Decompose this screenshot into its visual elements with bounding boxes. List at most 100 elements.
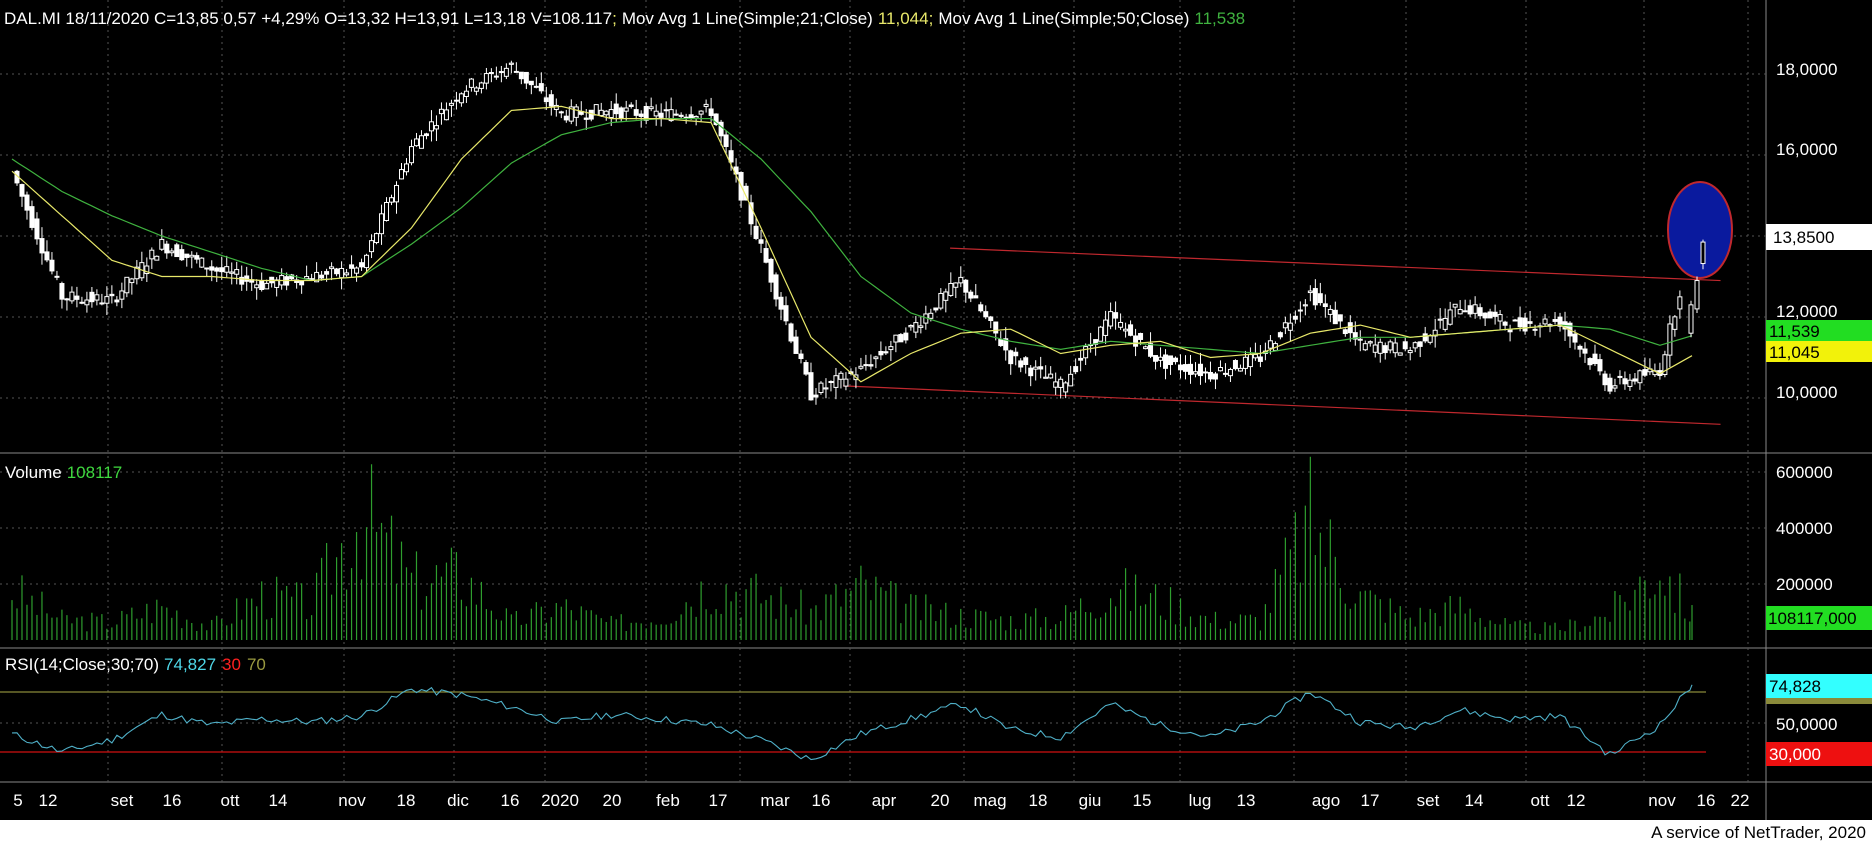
candle-body (44, 251, 50, 261)
candle-body (1192, 371, 1198, 375)
candle-body (369, 240, 375, 253)
candle-body (1482, 312, 1488, 319)
candle-body (289, 274, 295, 280)
candle-body (433, 125, 439, 130)
candle-body (1632, 378, 1638, 382)
candle-body (1342, 329, 1348, 335)
candle-body (119, 290, 125, 300)
candle-body (1242, 356, 1248, 369)
candle-body (1552, 319, 1558, 322)
candle-body (748, 202, 754, 225)
candle-body (813, 394, 819, 398)
time-axis-label: dic (447, 791, 469, 810)
candle-body (638, 113, 644, 117)
candle-body (828, 381, 834, 384)
candle-body (1477, 307, 1483, 317)
candle-body (558, 111, 564, 114)
candle-body (399, 169, 405, 180)
candle-body (1592, 353, 1598, 365)
candle-body (1437, 318, 1443, 321)
candle-body (838, 372, 844, 380)
volume-value: 108117 (67, 463, 122, 482)
candle-body (713, 113, 719, 125)
candle-body (1688, 304, 1694, 334)
candle-body (943, 291, 949, 301)
candle-body (1252, 353, 1258, 359)
candle-body (339, 267, 345, 279)
candle-body (239, 276, 245, 285)
candle-body (89, 291, 95, 303)
candle-body (1442, 317, 1448, 330)
candle-body (1532, 328, 1538, 331)
candle-body (1227, 368, 1233, 377)
time-axis-label: 14 (269, 791, 288, 810)
candle-body (154, 255, 160, 261)
candle-body (1317, 293, 1323, 304)
price-tick-16: 16,0000 (1776, 140, 1837, 159)
candle-body (244, 275, 250, 282)
candle-body (64, 298, 70, 301)
time-axis-label: mag (973, 791, 1006, 810)
candle-body (144, 265, 150, 275)
candle-body (1083, 346, 1089, 359)
candle-body (1597, 359, 1603, 372)
candle-body (1197, 363, 1203, 377)
candle-body (788, 323, 794, 342)
candle-body (104, 296, 110, 304)
ticker-summary: DAL.MI 18/11/2020 C=13,85 0,57 +4,29% O=… (4, 9, 612, 28)
volume-last-tag-text: 108117,000 (1768, 609, 1857, 628)
candle-body (568, 106, 574, 122)
candle-body (658, 112, 664, 118)
candle-body (1522, 317, 1528, 332)
candle-body (888, 346, 894, 351)
ma50-value: 11,538 (1194, 9, 1245, 28)
candle-body (124, 276, 130, 294)
candle-body (758, 239, 764, 244)
candle-body (1407, 350, 1413, 354)
candle-body (1028, 367, 1034, 377)
candle-body (1382, 345, 1388, 354)
candle-body (374, 233, 380, 244)
candle-body (394, 184, 400, 203)
candle-body (693, 115, 699, 119)
candle-body (963, 279, 969, 293)
candle-body (1212, 373, 1218, 380)
candle-body (234, 269, 240, 275)
candle-body (79, 301, 85, 304)
candle-body (334, 268, 340, 275)
candle-body (194, 255, 200, 260)
candle-body (403, 163, 409, 173)
candle-body (1352, 332, 1358, 340)
ma21-line (11, 105, 1693, 383)
candle-body (69, 291, 75, 302)
candle-body (1497, 314, 1503, 322)
time-axis-label: 16 (163, 791, 182, 810)
candle-body (1257, 356, 1263, 362)
candle-body (483, 73, 489, 84)
candle-body (1237, 367, 1243, 372)
candle-body (818, 382, 824, 394)
candle-body (1073, 366, 1079, 373)
candle-body (498, 71, 504, 74)
candle-body (1232, 360, 1238, 370)
candle-body (913, 322, 919, 333)
candle-body (903, 332, 909, 341)
time-axis-label: feb (656, 791, 680, 810)
candle-body (354, 267, 360, 274)
candle-body (1617, 375, 1623, 378)
time-axis-label: 18 (1029, 791, 1048, 810)
price-tick-12: 12,0000 (1776, 302, 1837, 321)
footer-credit: A service of NetTrader, 2020 (1651, 823, 1866, 842)
chart-header: DAL.MI 18/11/2020 C=13,85 0,57 +4,29% O=… (4, 9, 1245, 28)
candle-body (863, 364, 869, 367)
time-axis: 5 12 set 16 ott 14 nov 18 dic 16 2020 20 feb 17 mar 16 a… (13, 791, 1749, 810)
ma21-value: 11,044 (878, 9, 929, 28)
candle-body (1178, 364, 1184, 371)
candle-body (1667, 323, 1673, 356)
rsi-title: RSI(14;Close;30;70) (5, 655, 159, 674)
candle-body (968, 291, 974, 299)
candle-body (528, 80, 534, 86)
candle-body (728, 150, 734, 163)
candle-body (1417, 341, 1423, 347)
candle-body (1018, 360, 1024, 368)
